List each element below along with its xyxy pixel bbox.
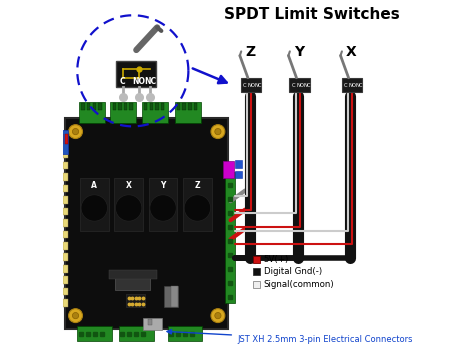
FancyBboxPatch shape [114,178,143,231]
Text: NO: NO [349,83,356,88]
Bar [126,294,145,307]
Bar [98,104,101,110]
Text: NC: NC [255,83,262,88]
FancyBboxPatch shape [183,178,212,231]
Text: Y: Y [294,45,305,59]
Bar [161,104,164,110]
FancyBboxPatch shape [241,78,261,92]
Circle shape [215,128,221,135]
Bar [63,162,68,169]
Circle shape [81,195,108,221]
Bar [177,104,181,110]
Bar [253,268,260,275]
Circle shape [211,309,225,323]
Text: Z: Z [246,45,256,59]
Text: Digital Gnd(-): Digital Gnd(-) [264,267,322,276]
FancyBboxPatch shape [79,102,105,123]
Circle shape [215,313,221,319]
Circle shape [73,128,79,135]
FancyBboxPatch shape [77,327,112,341]
Bar [63,242,68,250]
Bar [182,104,186,110]
Circle shape [184,195,210,221]
Text: NC: NC [144,77,156,86]
Bar [124,104,128,110]
Circle shape [116,195,142,221]
Text: JST XH 2.5mm 3-pin Electrical Connectors: JST XH 2.5mm 3-pin Electrical Connectors [167,329,412,344]
Bar [253,256,260,263]
Text: C: C [243,83,246,88]
Text: NC: NC [303,83,311,88]
Bar [144,104,147,110]
FancyBboxPatch shape [341,78,362,92]
Bar [253,281,260,288]
Text: NC: NC [356,83,363,88]
Bar [63,150,68,158]
Bar [143,318,163,329]
Bar [235,160,242,168]
FancyBboxPatch shape [119,327,154,341]
FancyBboxPatch shape [142,102,167,123]
Bar [63,208,68,215]
FancyBboxPatch shape [290,78,310,92]
Circle shape [211,125,225,139]
Text: 5V(+): 5V(+) [264,255,289,264]
Text: C: C [120,77,126,86]
Circle shape [150,195,176,221]
Bar [63,231,68,238]
Text: Signal(common): Signal(common) [264,280,334,289]
FancyBboxPatch shape [167,327,202,341]
Bar [63,196,68,204]
Text: C: C [344,83,347,88]
Bar [61,134,64,144]
FancyBboxPatch shape [149,178,177,231]
Bar [63,276,68,284]
FancyBboxPatch shape [80,178,109,231]
Circle shape [73,313,79,319]
FancyBboxPatch shape [110,102,137,123]
FancyBboxPatch shape [174,102,201,123]
Text: A: A [91,181,97,190]
Bar [116,276,150,289]
Text: NO: NO [248,83,256,88]
Text: SPDT Limit Switches: SPDT Limit Switches [224,7,400,22]
FancyBboxPatch shape [65,118,228,329]
Bar [149,104,153,110]
Bar [118,104,122,110]
Text: Z: Z [195,181,200,190]
Bar [129,104,133,110]
Bar [155,104,158,110]
Bar [193,104,197,110]
Bar [188,104,191,110]
Bar [171,286,178,307]
Bar [63,288,68,295]
Circle shape [69,125,82,139]
Bar [235,171,242,178]
Circle shape [69,309,82,323]
Bar [164,286,178,307]
Text: Y: Y [160,181,166,190]
Bar [223,161,234,178]
FancyBboxPatch shape [225,172,235,303]
FancyBboxPatch shape [116,61,156,88]
Text: C: C [292,83,295,88]
Bar [113,104,116,110]
Bar [148,320,152,325]
Text: X: X [346,45,357,59]
Text: X: X [126,181,132,190]
Bar [63,173,68,181]
Bar [87,104,91,110]
Bar [82,104,85,110]
Text: NO: NO [297,83,304,88]
Bar [92,104,96,110]
Bar [63,219,68,227]
Bar [63,299,68,307]
Bar [109,271,157,279]
Bar [63,253,68,261]
Bar [63,185,68,193]
Bar [63,265,68,273]
Bar [65,134,68,144]
Bar [59,130,68,154]
Text: NO: NO [132,77,146,86]
